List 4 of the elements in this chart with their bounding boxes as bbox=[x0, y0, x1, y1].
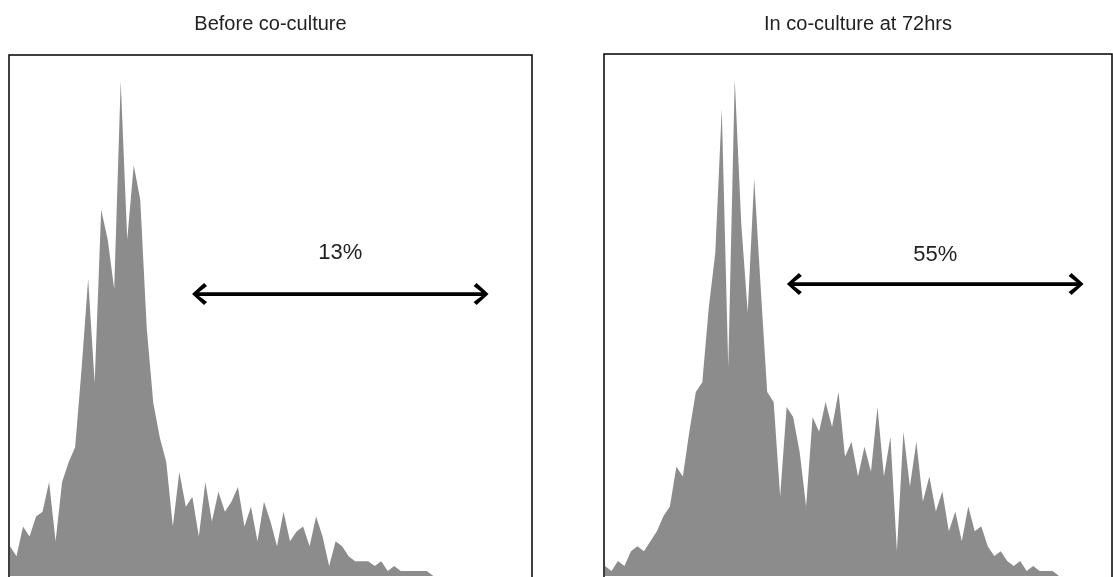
chart-title: In co-culture at 72hrs bbox=[764, 12, 952, 34]
chart-title: Before co-culture bbox=[194, 12, 347, 34]
annotation: 13% bbox=[318, 238, 363, 264]
annotation: 55% bbox=[913, 240, 958, 266]
